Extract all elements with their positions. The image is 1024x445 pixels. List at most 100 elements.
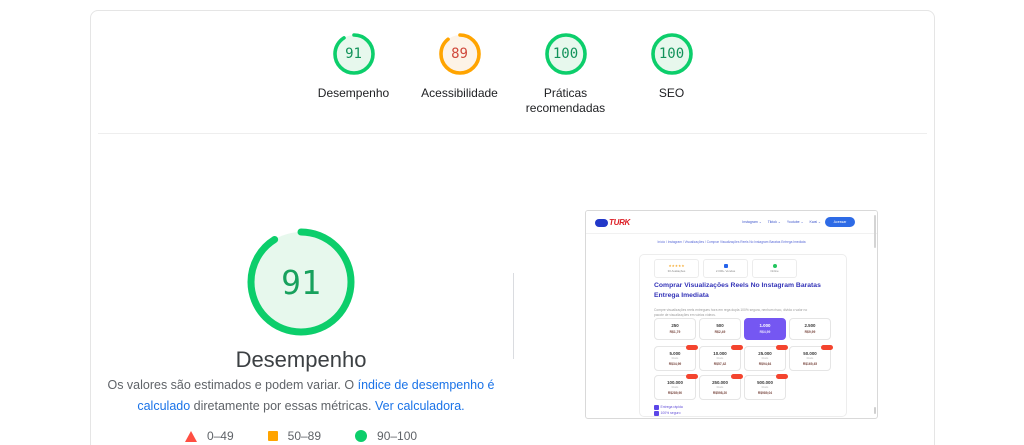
circle-icon — [355, 430, 368, 442]
product-description: Compre visualizações reels entregues hor… — [654, 308, 808, 318]
check-icon — [654, 411, 659, 416]
product-card: ★★★★★ 30 Avaliações 2.000+ Vendas Online… — [639, 254, 847, 417]
page-screenshot-thumbnail[interactable]: TURK Instagram ⌄ Tiktok ⌄ Youtube ⌄ Kwai ⌄ … — [585, 210, 878, 419]
performance-gauge-icon: 91 — [332, 33, 375, 75]
legend-range: 90–100 — [377, 429, 418, 443]
check-icon — [654, 405, 659, 410]
promo-badge-icon — [776, 345, 788, 350]
trust-badge: Online — [752, 259, 797, 278]
nav-item: Kwai ⌄ — [809, 220, 822, 224]
badge-label: 30 Avaliações — [667, 268, 686, 273]
package-qty: 500 — [716, 323, 724, 328]
package-option: 50.000 Reels R$169,45 — [789, 345, 833, 371]
summary-score-seo[interactable]: 100 SEO — [619, 33, 725, 116]
summary-score-accessibility[interactable]: 89 Acessibilidade — [407, 33, 513, 116]
site-cta-button: Acessar — [825, 217, 855, 227]
report-card: 91 Desempenho 89 Acessibilidade — [90, 10, 935, 445]
package-price: R$989,04 — [757, 391, 773, 395]
package-option: 25.000 Reels R$94,64 — [744, 345, 788, 371]
score-label: Desempenho — [317, 86, 390, 100]
feature-item: Entrega rápida — [654, 405, 697, 410]
package-qty: 25.000 — [758, 351, 772, 356]
nav-item: Instagram ⌄ — [742, 220, 762, 224]
package-option: 500 R$2,49 — [699, 318, 741, 340]
package-sub: Reels — [671, 386, 679, 389]
package-option: 5.000 Reels R$34,99 — [654, 345, 698, 371]
promo-badge-icon — [776, 374, 788, 379]
score-label: Práticas recomendadas — [525, 86, 606, 115]
package-sub: Reels — [716, 386, 724, 389]
breadcrumb: Início / Instagram / Visualizações / Com… — [657, 240, 806, 244]
package-price: R$2,49 — [714, 330, 726, 334]
square-icon — [267, 431, 278, 441]
nav-item: Tiktok ⌄ — [767, 220, 781, 224]
feature-list: Entrega rápida 100% seguro Não pedimos s… — [654, 405, 697, 416]
package-qty: 2.500 — [804, 323, 816, 328]
cart-icon — [723, 264, 728, 269]
package-price: R$34,99 — [668, 362, 682, 366]
badge-label: 2.000+ Vendas — [715, 268, 736, 273]
package-option: 1.000 R$4,99 — [744, 318, 786, 340]
performance-description: Os valores são estimados e podem variar.… — [101, 375, 501, 417]
package-option: 250 R$1,79 — [654, 318, 696, 340]
score-value: 100 — [658, 46, 685, 62]
package-qty: 250 — [671, 323, 679, 328]
package-price: R$1,79 — [669, 330, 681, 334]
trust-badge: ★★★★★ 30 Avaliações — [654, 259, 699, 278]
badge-label: Online — [770, 268, 779, 273]
summary-score-best-practices[interactable]: 100 Práticas recomendadas — [513, 33, 619, 116]
performance-main-gauge[interactable]: 91 — [247, 228, 355, 336]
site-nav: Instagram ⌄ Tiktok ⌄ Youtube ⌄ Kwai ⌄ — [742, 220, 821, 224]
legend-item: 90–100 — [355, 429, 417, 443]
best-practices-gauge-icon: 100 — [544, 33, 587, 75]
legend-range: 0–49 — [206, 429, 234, 443]
package-option: 250.000 Reels R$598,20 — [699, 374, 743, 400]
legend-item: 50–89 — [267, 429, 322, 443]
calculator-link[interactable]: Ver calculadora. — [374, 399, 465, 413]
score-value: 89 — [451, 46, 468, 62]
thumbnail-scrollbar — [874, 215, 876, 248]
package-price: R$169,45 — [802, 362, 818, 366]
score-value: 100 — [552, 46, 579, 62]
legend-item: 0–49 — [184, 429, 234, 443]
package-qty: 10.000 — [713, 351, 727, 356]
package-sub: Reels — [761, 357, 769, 360]
online-dot-icon — [772, 264, 777, 269]
package-qty: 250.000 — [712, 380, 728, 385]
promo-badge-icon — [686, 345, 698, 350]
accessibility-gauge-icon: 89 — [438, 33, 481, 75]
score-scale-legend: 0–49 50–89 90–100 — [91, 429, 511, 443]
package-price: R$94,64 — [758, 362, 772, 366]
description-text: diretamente por essas métricas. — [190, 399, 375, 413]
package-qty: 5.000 — [669, 351, 681, 356]
trust-badge: 2.000+ Vendas — [703, 259, 748, 278]
package-option: 100.000 Reels R$289,90 — [654, 374, 698, 400]
package-option: 2.500 R$9,99 — [789, 318, 831, 340]
metrics-link[interactable]: índice de desempenho é calculado — [137, 378, 495, 413]
package-price: R$598,20 — [712, 391, 728, 395]
product-heading: Comprar Visualizações Reels No Instagram… — [654, 282, 821, 299]
triangle-icon — [184, 430, 197, 442]
package-option: 10.000 Reels R$57,42 — [699, 345, 743, 371]
logo-oval-icon — [595, 218, 608, 227]
package-option: 500.000 Reels R$989,04 — [744, 374, 788, 400]
package-sub: Reels — [761, 386, 769, 389]
package-sub: Reels — [671, 357, 679, 360]
package-price: R$289,90 — [667, 391, 683, 395]
performance-title: Desempenho — [235, 347, 367, 372]
score-label: SEO — [658, 86, 685, 100]
thumbnail-scrollbar-end — [874, 407, 876, 414]
summary-score-performance[interactable]: 91 Desempenho — [301, 33, 407, 116]
package-price: R$9,99 — [804, 330, 816, 334]
package-row-3: 100.000 Reels R$289,90 250.000 Reels R$5… — [654, 374, 788, 400]
package-row-2: 5.000 Reels R$34,99 10.000 Reels R$57,42… — [654, 345, 833, 371]
feature-item: 100% seguro — [654, 411, 697, 416]
package-qty: 100.000 — [667, 380, 683, 385]
legend-range: 50–89 — [287, 429, 322, 443]
score-value: 91 — [345, 46, 362, 62]
package-qty: 50.000 — [803, 351, 817, 356]
package-price: R$4,99 — [759, 330, 771, 334]
stars-icon: ★★★★★ — [668, 264, 685, 269]
promo-badge-icon — [731, 374, 743, 379]
